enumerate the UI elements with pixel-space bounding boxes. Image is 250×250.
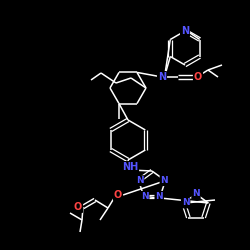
Text: N: N xyxy=(136,176,143,185)
Text: N: N xyxy=(158,72,166,82)
Text: O: O xyxy=(74,202,82,212)
Text: NH: NH xyxy=(122,162,138,172)
Text: O: O xyxy=(114,190,122,200)
Text: N: N xyxy=(192,188,200,198)
Text: N: N xyxy=(160,176,168,185)
Text: O: O xyxy=(194,72,202,82)
Text: N: N xyxy=(141,192,148,201)
Text: N: N xyxy=(181,26,189,36)
Text: N: N xyxy=(182,198,190,207)
Text: N: N xyxy=(156,192,163,201)
